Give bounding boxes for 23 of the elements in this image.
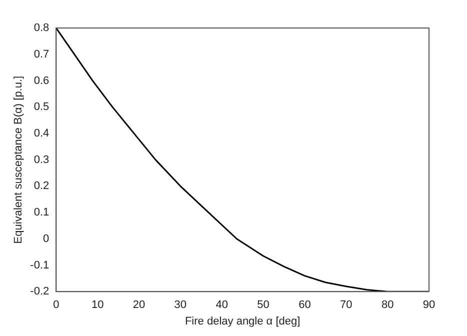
x-tick-label: 90	[422, 299, 436, 312]
y-tick-label: 0.7	[34, 48, 50, 60]
x-tick-label: 40	[216, 299, 228, 312]
x-tick-label: 80	[381, 299, 394, 312]
y-tick-label: 0.8	[34, 22, 50, 34]
y-tick-label: -0.1	[30, 259, 50, 272]
x-tick-label: 0	[53, 299, 60, 312]
y-tick-label: 0.3	[34, 154, 50, 166]
x-tick-label: 30	[174, 299, 187, 312]
x-axis-title: Fire delay angle α [deg]	[184, 315, 300, 328]
y-tick-label: 0.6	[34, 74, 50, 87]
x-tick-label: 60	[298, 299, 311, 312]
y-tick-label: 0.2	[34, 180, 50, 192]
y-axis-title: Equivalent susceptance B(α) [p.u.]	[12, 76, 25, 244]
y-tick-label: -0.2	[30, 286, 50, 298]
x-tick-label: 20	[132, 299, 146, 312]
y-tick-label: 0.4	[34, 127, 50, 140]
x-tick-label: 70	[340, 299, 352, 312]
x-tick-label: 10	[91, 299, 104, 312]
y-tick-label: 0.5	[34, 101, 50, 114]
y-tick-label: 0	[43, 232, 50, 245]
x-tick-label: 50	[257, 299, 270, 312]
y-tick-label: 0.1	[34, 206, 50, 219]
